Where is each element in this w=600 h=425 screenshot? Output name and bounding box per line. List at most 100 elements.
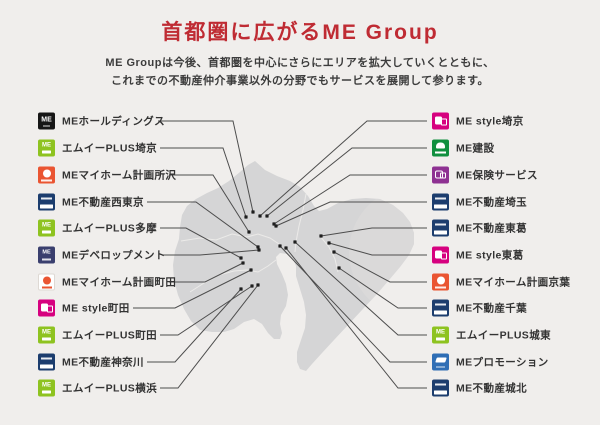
company-name: ME style東葛 (456, 249, 524, 262)
plus-logo-icon (432, 326, 449, 344)
connector-line (320, 227, 427, 237)
company-row: ME不動産城北 (432, 379, 528, 397)
company-row: ME不動産神奈川 (38, 353, 144, 371)
company-name: エムイーPLUS埼京 (62, 142, 158, 155)
fudosan-logo-icon (38, 353, 55, 371)
plus-logo-icon (38, 219, 55, 237)
map-marker (244, 215, 248, 219)
company-row: MEマイホーム計画町田 (38, 273, 177, 291)
map-marker (239, 256, 243, 260)
company-name: MEプロモーション (456, 356, 549, 369)
connector-line (273, 174, 427, 225)
subtitle-line-1: ME Groupは今後、首都圏を中心にさらにエリアを拡大していくとともに、 (105, 57, 495, 69)
map-marker (257, 248, 261, 252)
connector-line (160, 284, 259, 389)
connector-line (169, 262, 244, 283)
style-logo-icon (432, 246, 449, 264)
fudosan-logo-icon (432, 379, 449, 397)
map-marker (256, 245, 260, 249)
company-row: ME不動産東葛 (432, 219, 528, 237)
company-name: ME不動産埼玉 (456, 196, 528, 209)
connector-lines (133, 120, 427, 389)
company-name: MEマイホーム計画所沢 (62, 169, 177, 182)
company-row: MEデベロップメント (38, 246, 166, 264)
myhome-light-logo-icon (38, 273, 55, 291)
company-name: MEホールディングス (62, 115, 166, 128)
connector-line (169, 174, 250, 233)
company-name: ME不動産千葉 (456, 302, 528, 315)
promo-logo-icon (432, 353, 449, 371)
subtitle-line-2: これまでの不動産仲介事業以外の分野でもサービスを展開して参ります。 (110, 75, 490, 87)
style-logo-icon (38, 299, 55, 317)
map-silhouette (173, 161, 414, 371)
connector-line (285, 247, 427, 389)
company-name: エムイーPLUS多摩 (62, 222, 158, 235)
company-row: ME不動産西東京 (38, 193, 144, 211)
company-row: ME style町田 (38, 299, 130, 317)
connector-line (294, 241, 427, 336)
company-name: MEマイホーム計画京葉 (456, 276, 571, 289)
company-row: エムイーPLUS城東 (432, 326, 552, 344)
map-marker (265, 214, 269, 218)
plus-logo-icon (38, 379, 55, 397)
company-row: MEホールディングス (38, 112, 166, 130)
company-row: ME不動産千葉 (432, 299, 528, 317)
company-name: ME不動産城北 (456, 382, 528, 395)
map-marker (327, 241, 331, 245)
company-name: MEマイホーム計画町田 (62, 276, 177, 289)
company-row: ME style埼京 (432, 112, 524, 130)
company-row: ME不動産埼玉 (432, 193, 528, 211)
style-logo-icon (432, 112, 449, 130)
map-marker (258, 214, 262, 218)
company-name: ME style埼京 (456, 115, 524, 128)
company-name: ME保険サービス (456, 169, 538, 182)
connector-line (338, 267, 427, 309)
fudosan-logo-icon (432, 299, 449, 317)
map-highlight-circle (349, 186, 414, 318)
myhome-logo-icon (432, 273, 449, 291)
map-marker (256, 283, 260, 287)
connector-line (279, 245, 427, 363)
connector-line (160, 227, 242, 259)
connector-line (147, 201, 259, 248)
company-row: ME保険サービス (432, 166, 538, 184)
page-subtitle: ME Groupは今後、首都圏を中心にさらにエリアを拡大していくとともに、 これま… (0, 54, 600, 90)
map-marker (293, 240, 297, 244)
holdings-logo-icon (38, 112, 55, 130)
company-name: エムイーPLUS横浜 (62, 382, 158, 395)
company-row: MEプロモーション (432, 353, 549, 371)
map-marker (274, 224, 278, 228)
company-name: ME不動産西東京 (62, 196, 144, 209)
connector-line (266, 147, 427, 217)
fudosan-logo-icon (432, 219, 449, 237)
page-title: 首都圏に広がるME Group (161, 21, 439, 44)
dev-logo-icon (38, 246, 55, 264)
connector-line (133, 269, 252, 309)
map-marker (278, 244, 282, 248)
map-marker (241, 261, 245, 265)
map-marker (247, 230, 251, 234)
plus-logo-icon (38, 139, 55, 157)
myhome-logo-icon (38, 166, 55, 184)
company-name: ME不動産神奈川 (62, 356, 144, 369)
company-name: ME不動産東葛 (456, 222, 528, 235)
map-marker (337, 266, 341, 270)
company-row: エムイーPLUS埼京 (38, 139, 158, 157)
kensetsu-logo-icon (432, 139, 449, 157)
map-marker (251, 210, 255, 214)
map-marker (284, 246, 288, 250)
map-marker (319, 234, 323, 238)
company-row: エムイーPLUS横浜 (38, 379, 158, 397)
fudosan-logo-icon (432, 193, 449, 211)
company-row: MEマイホーム計画京葉 (432, 273, 571, 291)
connector-line (147, 288, 242, 363)
company-name: エムイーPLUS城東 (456, 329, 552, 342)
connector-line (163, 249, 260, 256)
map-marker (250, 284, 254, 288)
company-name: MEデベロップメント (62, 249, 166, 262)
fudosan-logo-icon (38, 193, 55, 211)
connector-line (328, 242, 427, 256)
connector-line (275, 201, 427, 227)
